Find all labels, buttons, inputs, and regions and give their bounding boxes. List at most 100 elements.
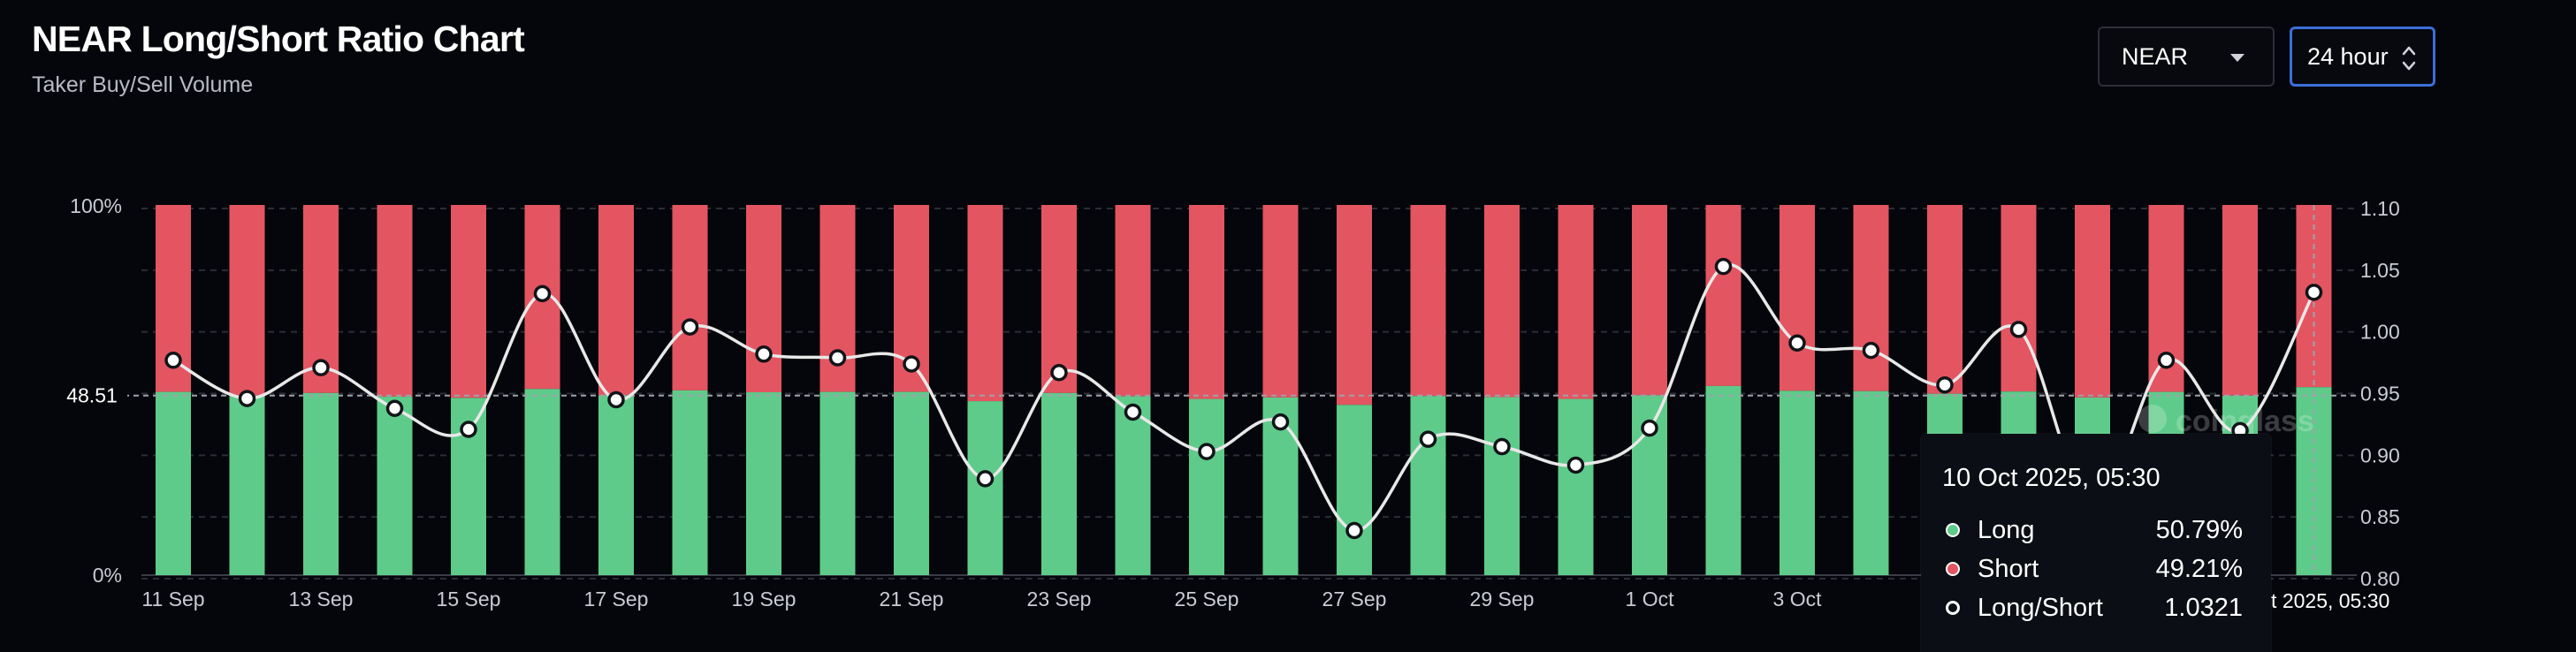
ratio-point: [1641, 419, 1658, 437]
short-bar: [967, 205, 1003, 402]
tooltip-row-long: Long 50.79%: [1942, 512, 2243, 548]
x-tick-label: 13 Sep: [289, 588, 354, 610]
long-bar: [1115, 396, 1151, 575]
x-tick-label: 21 Sep: [880, 588, 944, 610]
chevron-up-down-icon: [2402, 46, 2416, 71]
long-dot-icon: [1946, 523, 1960, 537]
ratio-point: [385, 399, 404, 418]
long-bar: [1189, 398, 1224, 575]
x-tick-label: 19 Sep: [732, 588, 796, 610]
short-bar: [451, 205, 486, 398]
short-bar: [1189, 205, 1224, 399]
short-bar: [1337, 205, 1372, 406]
short-bar: [229, 205, 265, 396]
page-subtitle: Taker Buy/Sell Volume: [32, 72, 254, 97]
y-right-tick-label: 0.85: [2360, 505, 2400, 528]
ratio-point: [1936, 375, 1954, 394]
ratio-point: [1271, 413, 1290, 431]
crosshair-left-label-bg: [57, 379, 127, 412]
long-bar: [229, 395, 265, 575]
y-right-tick-label: 0.80: [2360, 567, 2400, 590]
short-bar: [1632, 205, 1667, 396]
crosshair-left-label: 48.51: [66, 384, 118, 407]
tooltip-value: 50.79%: [2155, 516, 2243, 544]
long-bar: [1337, 405, 1372, 575]
x-tick-label: 23 Sep: [1027, 588, 1092, 610]
tooltip-value: 49.21%: [2155, 555, 2243, 583]
ratio-point: [2009, 321, 2028, 338]
ratio-point: [1566, 456, 1585, 474]
tooltip-label: Long/Short: [1978, 594, 2103, 622]
coinglass-logo-icon: [2138, 405, 2167, 433]
y-right-tick-label: 0.90: [2360, 444, 2400, 466]
ratio-point: [976, 470, 995, 488]
long-bar: [1484, 397, 1520, 575]
short-bar: [1705, 205, 1741, 386]
tooltip-row-ratio: Long/Short 1.0321: [1942, 590, 2243, 625]
long-bar: [156, 391, 191, 575]
short-bar: [1041, 205, 1077, 393]
x-tick-label: 27 Sep: [1322, 588, 1387, 610]
tooltip-row-short: Short 49.21%: [1942, 551, 2243, 587]
short-bar: [1484, 205, 1520, 398]
ratio-dot-icon: [1946, 601, 1960, 615]
y-left-tick-label: 100%: [70, 194, 122, 217]
y-right-tick-label: 1.00: [2360, 321, 2400, 344]
short-bar: [1780, 205, 1815, 391]
short-bar: [1927, 205, 1962, 394]
coin-select[interactable]: NEAR: [2098, 27, 2275, 87]
long-bar: [672, 390, 708, 575]
short-bar: [672, 205, 708, 390]
crosshair: [124, 205, 2357, 575]
x-tick-label: 3 Oct: [1773, 588, 1823, 610]
ratio-point: [903, 355, 920, 373]
ratio-point: [533, 284, 552, 303]
interval-select-value: 24 hour: [2307, 42, 2389, 70]
ratio-point: [1788, 334, 1806, 352]
long-bar: [1853, 390, 1889, 575]
x-tick-label: 11 Sep: [141, 588, 204, 610]
long-bar: [1041, 392, 1077, 575]
long-bar: [1705, 385, 1741, 575]
long-bar: [819, 391, 856, 575]
coin-select-value: NEAR: [2122, 42, 2189, 70]
ratio-point: [1419, 430, 1437, 448]
ratio-point: [1124, 403, 1142, 421]
short-bar: [2001, 205, 2037, 392]
ratio-point: [828, 349, 847, 367]
short-bar: [598, 205, 634, 396]
interval-select[interactable]: 24 hour: [2290, 27, 2435, 87]
long-bar: [377, 397, 413, 575]
short-bar: [1262, 205, 1299, 398]
ratio-point: [2305, 284, 2323, 301]
bars[interactable]: [156, 205, 2332, 575]
ratio-point: [1493, 437, 1511, 456]
short-dot-icon: [1946, 562, 1960, 576]
ratio-point: [607, 390, 625, 409]
short-bar: [1115, 205, 1151, 397]
y-right-tick-label: 1.10: [2360, 197, 2400, 220]
long-bar: [746, 392, 781, 575]
long-bar: [1780, 390, 1815, 575]
ratio-point: [2157, 352, 2176, 369]
y-left-tick-label: 0%: [93, 564, 122, 587]
long-bar: [598, 395, 634, 575]
axes: 100% 0% 0.80 0.85 0.90 0.95 1.00 1.05 1.10 11 Sep…: [57, 194, 2400, 612]
chart-header: NEAR Long/Short Ratio Chart Taker Buy/Se…: [32, 16, 525, 98]
ratio-point: [312, 359, 330, 376]
ratio-point: [681, 318, 699, 336]
tooltip-label: Short: [1978, 555, 2039, 583]
long-bar: [1558, 398, 1594, 575]
short-bar: [2075, 205, 2110, 398]
x-tick-label: 17 Sep: [584, 588, 649, 610]
ratio-point: [460, 421, 477, 438]
ratio-point: [1862, 341, 1880, 360]
data-tooltip: 10 Oct 2025, 05:30 Long 50.79% Short 49.…: [1921, 434, 2271, 652]
short-bar: [1410, 205, 1446, 397]
short-bar: [1853, 205, 1889, 391]
caret-down-icon: [2230, 54, 2244, 62]
short-bar: [746, 205, 781, 393]
x-tick-label: 1 Oct: [1626, 588, 1675, 610]
ratio-point: [238, 390, 256, 407]
